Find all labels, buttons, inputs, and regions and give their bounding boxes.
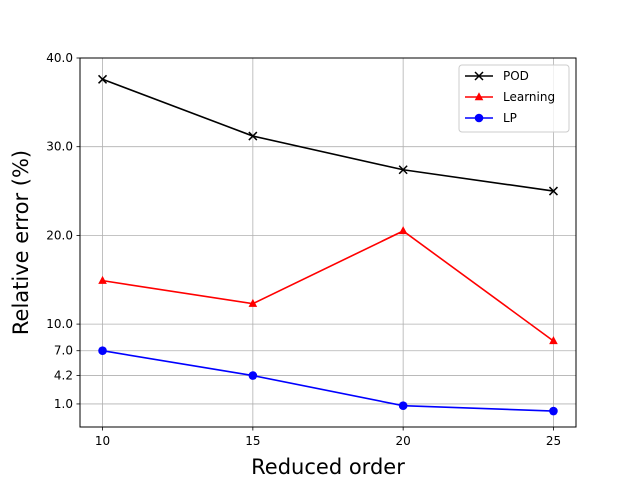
marker-stroke (398, 165, 408, 175)
data-point-lp (98, 346, 107, 356)
x-tick-label: 25 (546, 434, 561, 448)
series-learning (98, 226, 558, 345)
series-lp (98, 346, 558, 416)
plot-area-frame (79, 57, 577, 428)
legend-marker-pod (474, 71, 484, 81)
y-tick-label: 10.0 (46, 317, 73, 331)
legend-label-pod: POD (503, 69, 529, 83)
data-point-pod (398, 165, 408, 175)
y-tick-label: 4.2 (54, 369, 73, 383)
x-tick-label: 10 (95, 434, 110, 448)
marker-stroke (248, 131, 258, 141)
legend-entry-pod: POD (465, 69, 529, 83)
series-line-lp (102, 349, 554, 412)
y-tick-label: 1.0 (54, 397, 73, 411)
series-pod (98, 74, 558, 196)
marker-stroke (474, 71, 484, 81)
data-point-lp (398, 401, 408, 411)
data-point-learning (549, 336, 558, 345)
series-line-learning (102, 230, 554, 342)
y-tick-label: 30.0 (46, 140, 73, 154)
legend-entry-lp: LP (465, 111, 517, 125)
x-axis-label: Reduced order (251, 455, 405, 479)
data-point-lp (549, 406, 558, 416)
x-tick-label: 15 (245, 434, 260, 448)
data-point-learning (98, 275, 107, 284)
x-tick-label: 20 (396, 434, 411, 448)
legend-marker-learning (474, 92, 484, 101)
y-tick-label: 40.0 (46, 51, 73, 65)
data-point-pod (248, 131, 258, 141)
legend-marker-lp (474, 113, 484, 123)
legend: POD Learning LP (458, 64, 570, 133)
series-layer (98, 74, 558, 416)
marker-stroke (548, 186, 558, 196)
data-point-pod (548, 186, 558, 196)
legend-box (458, 64, 570, 133)
data-point-learning (398, 226, 408, 235)
legend-entry-learning: Learning (465, 90, 555, 104)
legend-label-learning: Learning (503, 90, 555, 104)
data-point-pod (98, 74, 108, 84)
marker-stroke (98, 74, 108, 84)
y-axis-label: Relative error (%) (9, 150, 33, 335)
series-line-pod (102, 78, 554, 192)
data-point-learning (248, 298, 258, 307)
data-point-lp (248, 371, 258, 380)
legend-label-lp: LP (503, 111, 517, 125)
y-tick-label: 20.0 (46, 228, 73, 242)
axis-ticks: 10 15 20 25 1.0 4.2 7.0 10.0 20.0 30.0 40.0 (46, 51, 561, 448)
y-tick-label: 7.0 (54, 344, 73, 358)
